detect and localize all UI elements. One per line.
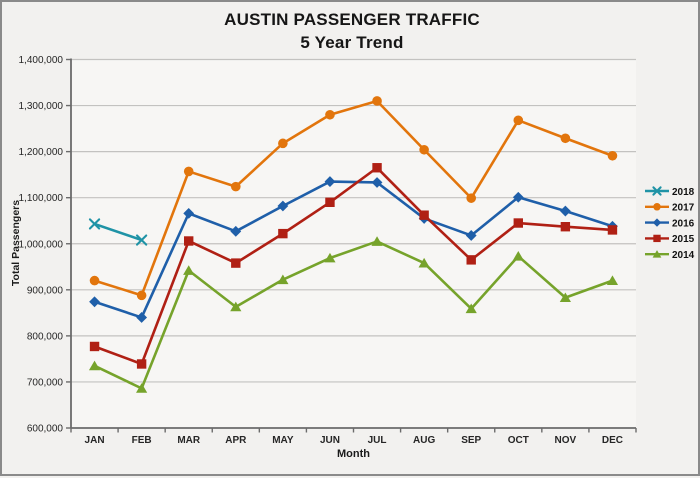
legend-marker-2016 [652, 218, 662, 227]
series-line-2018 [94, 222, 143, 242]
data-point-2014-sep [465, 303, 477, 314]
data-point-2015-nov [560, 222, 571, 232]
data-point-2017-oct [513, 115, 524, 126]
data-point-2017-mar [183, 166, 194, 177]
legend-marker-2017 [653, 203, 661, 211]
data-point-2017-aug [419, 144, 429, 155]
data-point-2016-jul [371, 177, 383, 188]
data-point-2015-feb [136, 359, 147, 369]
chart-title-block: AUSTIN PASSENGER TRAFFIC 5 Year Trend [2, 8, 700, 54]
x-tick-label: APR [225, 435, 247, 446]
x-tick-label: JUN [320, 435, 340, 446]
data-point-2017-jul [372, 96, 382, 106]
data-point-2014-may [277, 274, 289, 285]
data-point-2017-jan [89, 275, 100, 286]
data-point-2018-feb [135, 234, 148, 246]
data-point-2016-apr [230, 225, 242, 237]
y-tick-label: 600,000 [27, 424, 64, 435]
y-tick-label: 900,000 [27, 285, 64, 296]
y-tick-label: 700,000 [27, 377, 64, 388]
data-point-2018-jan [88, 218, 101, 230]
data-point-2014-apr [230, 301, 242, 312]
data-point-2017-nov [560, 133, 571, 144]
data-point-2016-jan [89, 296, 100, 308]
data-point-2016-nov [559, 205, 571, 217]
legend-label-2014: 2014 [672, 250, 695, 261]
legend-label-2018: 2018 [672, 187, 695, 198]
legend-marker-2015 [653, 234, 661, 243]
data-point-2015-jun [325, 197, 335, 207]
data-point-2014-oct [512, 250, 524, 261]
y-tick-label: 1,100,000 [19, 193, 64, 204]
data-point-2014-dec [606, 275, 619, 285]
data-point-2017-dec [607, 150, 618, 161]
data-point-2015-apr [231, 258, 241, 268]
legend-label-2015: 2015 [672, 234, 695, 245]
series-line-2016 [94, 180, 613, 319]
x-tick-label: MAY [272, 435, 294, 446]
x-axis-title: Month [337, 448, 370, 460]
legend-marker-2018 [652, 186, 662, 196]
x-tick-label: SEP [461, 435, 481, 446]
data-point-2014-mar [183, 265, 195, 275]
data-point-2015-dec [607, 225, 618, 235]
y-tick-label: 1,300,000 [19, 101, 64, 112]
data-point-2016-mar [183, 207, 195, 219]
data-point-2017-may [278, 138, 288, 149]
data-point-2016-jun [324, 176, 336, 187]
x-tick-label: OCT [508, 435, 529, 446]
data-point-2014-aug [418, 257, 430, 268]
legend-marker-2014 [652, 250, 662, 258]
y-tick-label: 1,000,000 [19, 239, 64, 250]
x-tick-label: AUG [413, 435, 435, 446]
data-point-2014-jul [371, 236, 383, 246]
data-point-2015-oct [513, 218, 523, 228]
chart-subtitle: 5 Year Trend [300, 33, 404, 52]
data-point-2014-jan [88, 360, 101, 371]
chart-title: AUSTIN PASSENGER TRAFFIC [224, 10, 480, 29]
series-line-2014 [93, 240, 613, 390]
data-point-2016-may [277, 200, 289, 212]
x-tick-label: MAR [177, 435, 201, 446]
x-tick-label: JUL [368, 435, 387, 446]
data-point-2016-oct [512, 191, 524, 203]
data-point-2015-sep [466, 255, 476, 265]
y-tick-label: 1,400,000 [19, 55, 64, 66]
data-point-2015-jan [89, 341, 100, 352]
legend-label-2017: 2017 [672, 203, 695, 214]
data-point-2014-jun [324, 252, 336, 263]
data-point-2016-feb [136, 312, 148, 323]
data-point-2015-aug [419, 210, 429, 220]
series-line-2015 [94, 166, 613, 366]
data-point-2017-feb [136, 290, 147, 301]
data-point-2017-sep [466, 193, 477, 203]
series-line-2017 [94, 99, 613, 297]
data-point-2015-jul [372, 163, 382, 173]
legend-label-2016: 2016 [672, 218, 695, 229]
data-point-2015-may [278, 228, 288, 239]
x-tick-label: NOV [555, 435, 577, 446]
data-point-2014-feb [136, 383, 148, 393]
x-tick-label: JAN [85, 435, 105, 446]
x-tick-label: FEB [132, 435, 152, 446]
x-tick-label: DEC [602, 435, 623, 446]
data-point-2014-nov [559, 292, 571, 303]
data-point-2017-apr [230, 181, 241, 192]
data-point-2017-jun [325, 109, 335, 120]
data-point-2015-mar [184, 236, 194, 246]
y-tick-label: 800,000 [27, 331, 64, 342]
y-tick-label: 1,200,000 [19, 147, 64, 158]
data-point-2016-sep [465, 230, 477, 241]
